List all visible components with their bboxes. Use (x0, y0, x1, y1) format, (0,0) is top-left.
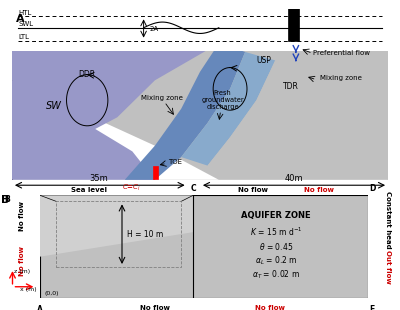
Text: Mixing zone: Mixing zone (142, 95, 183, 101)
Bar (288, 0, 299, 41)
Text: (0,0): (0,0) (45, 290, 60, 295)
Text: USP: USP (256, 56, 271, 65)
Text: C: C (190, 184, 196, 193)
Text: $C$=$C_i$: $C$=$C_i$ (122, 183, 141, 193)
Polygon shape (208, 60, 294, 174)
Text: H = 10 m: H = 10 m (127, 230, 163, 239)
Bar (12, 9, 388, 51)
Text: LTL: LTL (19, 34, 30, 40)
Text: No flow: No flow (304, 187, 334, 193)
Polygon shape (12, 80, 155, 180)
Text: D: D (370, 184, 376, 193)
Polygon shape (181, 52, 275, 166)
Text: A: A (16, 14, 24, 24)
Text: $\alpha_L$ = 0.2 m: $\alpha_L$ = 0.2 m (255, 255, 297, 267)
Text: DDR: DDR (79, 70, 96, 79)
Text: $K$ = 15 m d$^{-1}$: $K$ = 15 m d$^{-1}$ (250, 226, 302, 238)
Text: No flow: No flow (19, 246, 25, 276)
Text: 2A: 2A (149, 26, 158, 32)
Text: No flow: No flow (19, 201, 25, 231)
Text: E: E (370, 305, 375, 310)
Text: No flow: No flow (255, 305, 285, 310)
Text: TDR: TDR (283, 82, 298, 91)
Text: TOE: TOE (168, 159, 182, 165)
Text: Out flow: Out flow (385, 250, 391, 284)
Bar (153, 166, 158, 179)
Text: 40m: 40m (285, 174, 303, 183)
Text: No flow: No flow (238, 187, 268, 193)
Text: Preferential flow: Preferential flow (313, 50, 370, 56)
Text: z (m): z (m) (14, 269, 30, 274)
Text: SW: SW (46, 101, 62, 111)
Polygon shape (40, 195, 193, 257)
Text: SWL: SWL (19, 21, 34, 27)
Text: B: B (4, 195, 10, 204)
Bar (56, 202, 181, 267)
Text: Constant head: Constant head (385, 191, 391, 249)
Text: x (m): x (m) (20, 287, 36, 292)
Polygon shape (12, 9, 275, 146)
Text: No flow: No flow (140, 305, 170, 310)
Text: 35m: 35m (89, 174, 108, 183)
Text: A: A (37, 305, 43, 310)
Text: Sea level: Sea level (71, 187, 107, 193)
Text: HTL: HTL (19, 10, 32, 16)
Text: AQUIFER ZONE: AQUIFER ZONE (241, 211, 311, 220)
Text: $\alpha_T$ = 0.02 m: $\alpha_T$ = 0.02 m (252, 269, 300, 281)
Text: $\theta$ = 0.45: $\theta$ = 0.45 (259, 241, 293, 252)
Polygon shape (125, 43, 245, 180)
Polygon shape (12, 9, 388, 180)
Text: B: B (1, 195, 9, 205)
Text: Fresh
groundwater
discharge: Fresh groundwater discharge (201, 90, 244, 110)
Text: Mixing zone: Mixing zone (320, 75, 362, 81)
